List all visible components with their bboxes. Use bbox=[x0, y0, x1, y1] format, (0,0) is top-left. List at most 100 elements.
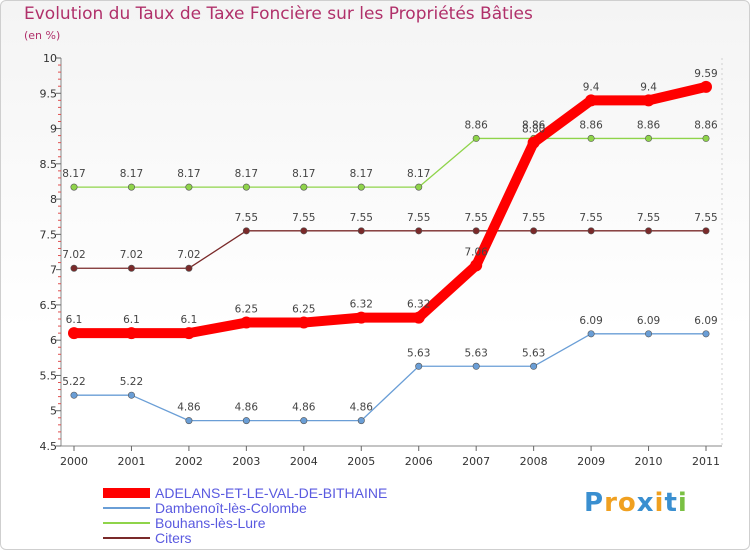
data-label: 8.17 bbox=[350, 168, 373, 180]
data-point bbox=[415, 362, 423, 370]
data-label: 6.09 bbox=[694, 315, 717, 327]
data-point bbox=[300, 183, 308, 191]
data-label: 6.32 bbox=[407, 299, 430, 311]
data-point bbox=[415, 183, 423, 191]
y-tick-label: 8.5 bbox=[40, 158, 58, 171]
data-label: 5.63 bbox=[407, 347, 430, 359]
y-tick-label: 10 bbox=[43, 52, 57, 65]
proxiti-logo: Proxiti bbox=[584, 488, 688, 518]
data-point bbox=[587, 134, 595, 142]
y-tick-label: 8 bbox=[50, 193, 57, 206]
x-tick-label: 2007 bbox=[462, 455, 490, 468]
data-label: 8.17 bbox=[292, 168, 315, 180]
data-point bbox=[70, 264, 78, 272]
data-point bbox=[472, 227, 480, 235]
data-point bbox=[297, 316, 310, 329]
data-label: 5.22 bbox=[120, 376, 143, 388]
data-label: 4.86 bbox=[235, 402, 259, 414]
legend-label: Citers bbox=[155, 530, 192, 546]
x-tick-label: 2008 bbox=[520, 455, 548, 468]
data-label: 8.86 bbox=[694, 119, 718, 131]
chart-title: Evolution du Taux de Taxe Foncière sur l… bbox=[24, 4, 533, 24]
axes: 4.5 5 5.5 6 6.5 7 7.5 8 8.5 9 9.5 10 2000 2001 2002 200… bbox=[40, 52, 723, 468]
data-point bbox=[355, 311, 368, 324]
series-line bbox=[73, 230, 707, 269]
data-point bbox=[645, 227, 653, 235]
data-label: 6.09 bbox=[579, 315, 602, 327]
data-label: 8.17 bbox=[177, 168, 200, 180]
series-line bbox=[73, 137, 707, 188]
legend-label: ADELANS-ET-LE-VAL-DE-BITHAINE bbox=[155, 485, 387, 501]
data-point bbox=[700, 80, 712, 93]
data-label: 9.4 bbox=[583, 81, 600, 93]
data-point bbox=[242, 183, 250, 191]
data-label: 8.17 bbox=[235, 168, 258, 180]
data-label: 5.22 bbox=[62, 376, 85, 388]
data-label: 7.55 bbox=[292, 212, 315, 224]
data-point bbox=[242, 227, 250, 235]
data-point bbox=[412, 311, 425, 324]
data-label: 9.59 bbox=[694, 68, 717, 80]
data-label: 7.55 bbox=[522, 212, 545, 224]
data-point bbox=[702, 134, 710, 142]
data-label: 5.63 bbox=[464, 347, 487, 359]
x-tick-label: 2009 bbox=[577, 455, 605, 468]
data-point bbox=[185, 417, 193, 425]
data-point bbox=[357, 227, 365, 235]
x-tick-label: 2000 bbox=[60, 455, 88, 468]
data-point bbox=[587, 330, 595, 338]
x-tick-label: 2011 bbox=[692, 455, 720, 468]
data-label: 4.86 bbox=[350, 402, 374, 414]
legend: ADELANS-ET-LE-VAL-DE-BITHAINEDambenoît-l… bbox=[103, 485, 387, 546]
x-tick-label: 2001 bbox=[117, 455, 145, 468]
y-tick-label: 4.5 bbox=[40, 440, 58, 453]
data-point bbox=[185, 183, 193, 191]
logo-letter: i bbox=[654, 488, 665, 518]
data-point bbox=[300, 227, 308, 235]
data-label: 7.55 bbox=[579, 212, 602, 224]
data-label: 7.55 bbox=[464, 212, 487, 224]
data-point bbox=[645, 134, 653, 142]
data-label: 8.17 bbox=[62, 168, 85, 180]
logo-letter: t bbox=[664, 488, 678, 518]
data-label: 9.4 bbox=[640, 81, 657, 93]
data-point bbox=[645, 330, 653, 338]
data-point bbox=[585, 94, 598, 107]
data-point bbox=[527, 136, 540, 149]
logo-letter: x bbox=[636, 488, 655, 518]
data-point bbox=[70, 183, 78, 191]
data-point bbox=[702, 330, 710, 338]
data-label: 8.17 bbox=[407, 168, 430, 180]
data-point bbox=[472, 362, 480, 370]
y-tick-label: 6.5 bbox=[40, 299, 58, 312]
data-point bbox=[472, 134, 480, 142]
data-label: 6.1 bbox=[123, 314, 140, 326]
logo-letter: i bbox=[677, 488, 688, 518]
series-line bbox=[73, 333, 707, 422]
data-label: 6.25 bbox=[292, 304, 315, 316]
legend-label: Bouhans-lès-Lure bbox=[155, 515, 266, 531]
series-2 bbox=[70, 134, 710, 191]
data-label: 8.17 bbox=[120, 168, 143, 180]
data-point bbox=[240, 316, 253, 329]
logo-letter: o bbox=[617, 488, 637, 518]
y-tick-label: 9.5 bbox=[40, 87, 58, 100]
y-axis-unit-label: (en %) bbox=[24, 29, 61, 42]
y-tick-label: 9 bbox=[50, 123, 57, 136]
data-point bbox=[242, 417, 250, 425]
data-label: 6.09 bbox=[637, 315, 660, 327]
data-label: 6.25 bbox=[235, 304, 258, 316]
data-label: 6.32 bbox=[350, 299, 373, 311]
data-label: 7.02 bbox=[177, 249, 200, 261]
data-point bbox=[127, 183, 135, 191]
y-tick-label: 7.5 bbox=[40, 228, 58, 241]
data-point bbox=[530, 362, 538, 370]
data-label: 7.02 bbox=[120, 249, 143, 261]
data-label: 7.06 bbox=[464, 246, 488, 258]
data-point bbox=[470, 259, 483, 272]
x-tick-label: 2005 bbox=[347, 455, 375, 468]
data-point bbox=[587, 227, 595, 235]
data-label: 8.80 bbox=[522, 124, 545, 136]
